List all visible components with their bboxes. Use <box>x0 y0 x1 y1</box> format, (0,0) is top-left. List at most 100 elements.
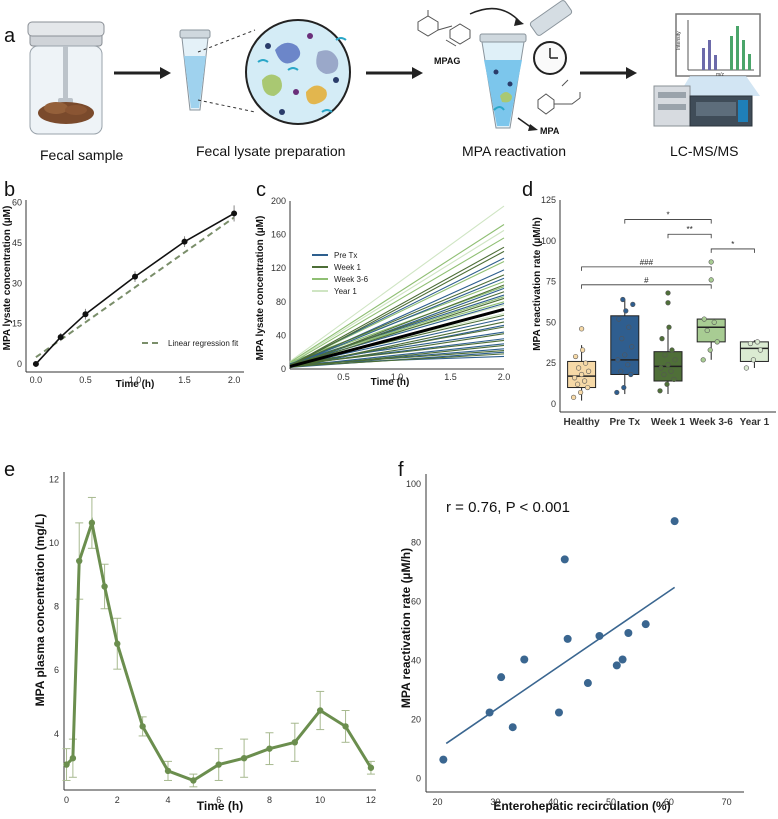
mz-label: m/z <box>716 72 725 78</box>
panel-d-point <box>666 324 672 330</box>
panel-label-f: f <box>398 459 404 481</box>
reactivation-illustration: MPAG MPA <box>417 0 581 136</box>
panel-c-series-line <box>289 321 505 368</box>
panel-f-point <box>612 661 621 670</box>
panel-d-ytick: 100 <box>541 236 556 246</box>
panel-e-point <box>88 519 96 527</box>
mpag-label: MPAG <box>434 56 460 66</box>
arrow-2 <box>366 67 423 79</box>
panel-e-point <box>164 767 172 775</box>
panel-d-point <box>672 357 678 363</box>
panel-d-point <box>711 319 717 325</box>
panel-f-point <box>560 555 569 564</box>
panel-a: a Fecal sample <box>4 0 761 163</box>
step-label-lysate-preparation: Fecal lysate preparation <box>196 143 345 159</box>
panel-c-ytick: 0 <box>281 364 286 374</box>
panel-d-ytick: 125 <box>541 195 556 205</box>
panel-e-xlabel: Time (h) <box>197 799 243 813</box>
panel-e-chart: e MPA plasma concentration (mg/L) Time (… <box>4 459 376 813</box>
panel-e-point <box>139 723 146 730</box>
panel-d-category-label: Healthy <box>564 417 601 428</box>
panel-b-legend-label: Linear regression fit <box>168 339 239 348</box>
panel-e-point <box>190 777 197 784</box>
panel-d-point <box>615 357 621 363</box>
panel-d-point <box>747 340 754 347</box>
panel-f-xlabel: Enterohepatic recirculation (%) <box>493 799 670 813</box>
panel-b-point <box>32 360 39 367</box>
panel-e-ytick: 6 <box>54 665 59 675</box>
step-label-lcms: LC-MS/MS <box>670 143 738 159</box>
panel-f-point <box>624 629 633 637</box>
panel-b-xtick: 1.0 <box>129 375 142 385</box>
panel-e-point <box>291 739 299 746</box>
panel-e-point <box>101 583 108 590</box>
panel-c-xtick: 0.5 <box>337 372 350 382</box>
panel-c-series-line <box>289 246 505 367</box>
panel-f-xtick: 50 <box>606 797 616 807</box>
panel-d-point <box>704 327 710 334</box>
panel-f-point <box>554 708 563 717</box>
panel-d-point <box>714 339 720 345</box>
panel-f-point <box>508 723 517 732</box>
panel-d-point <box>582 360 589 366</box>
panel-b-ytick: 60 <box>12 198 22 208</box>
panel-d-point <box>707 347 713 353</box>
panel-b-point <box>82 311 89 318</box>
panel-d-ytick: 75 <box>546 277 556 287</box>
panel-e-point <box>215 761 222 768</box>
panel-label-d: d <box>522 179 533 201</box>
panel-f-point <box>485 708 494 717</box>
panel-d-point <box>662 352 668 358</box>
panel-d-outlier <box>665 290 671 296</box>
panel-c-legend-label: Week 1 <box>334 263 362 272</box>
panel-d-significance-label: * <box>731 240 734 249</box>
panel-d-outlier <box>708 277 714 283</box>
lcms-illustration: Intensity m/z <box>653 13 761 127</box>
panel-d-point <box>628 371 634 378</box>
panel-d-point <box>614 389 620 396</box>
panel-f-xtick: 20 <box>433 797 443 807</box>
panel-e-xtick: 2 <box>115 795 120 805</box>
panel-d-point <box>616 316 622 322</box>
panel-e-xtick: 10 <box>315 795 325 805</box>
panel-b-ytick: 45 <box>12 238 22 248</box>
panel-d-point <box>661 371 667 378</box>
panel-d-point <box>664 381 670 387</box>
panel-label-c: c <box>256 179 266 201</box>
panel-d-point <box>572 353 579 360</box>
panel-c-xtick: 2.0 <box>498 372 511 382</box>
panel-e-ylabel: MPA plasma concentration (mg/L) <box>33 514 47 707</box>
panel-c-ylabel: MPA lysate concentration (µM) <box>255 216 266 361</box>
panel-d-significance-label: ### <box>640 258 654 267</box>
panel-d-point <box>620 296 626 303</box>
panel-b-point <box>181 238 188 245</box>
panel-d-category-label: Pre Tx <box>610 417 641 428</box>
panel-d-point <box>579 347 586 353</box>
intensity-label: Intensity <box>676 31 682 50</box>
panel-e-xtick: 4 <box>165 795 170 805</box>
panel-b-xtick: 0.0 <box>30 375 43 385</box>
panel-c-legend-label: Week 3-6 <box>334 275 369 284</box>
panel-d-significance-bracket <box>667 233 712 239</box>
panel-c-ytick: 160 <box>271 230 286 240</box>
step-label-fecal-sample: Fecal sample <box>40 147 123 163</box>
panel-e-point <box>266 745 273 752</box>
panel-d-point <box>743 365 750 371</box>
fecal-jar-illustration <box>27 21 105 135</box>
panel-d-point <box>629 344 635 350</box>
panel-f-ytick: 100 <box>406 479 421 489</box>
panel-d-ytick: 50 <box>546 317 556 327</box>
panel-e-ytick: 12 <box>49 474 59 484</box>
panel-f-point <box>670 517 679 526</box>
panel-f-ytick: 80 <box>411 538 421 548</box>
arrow-3 <box>580 67 637 79</box>
panel-b-point <box>57 334 64 341</box>
panel-b-fit-line <box>35 216 235 359</box>
panel-d-point <box>585 368 592 374</box>
panel-f-ytick: 60 <box>411 597 421 607</box>
panel-e-point <box>316 707 324 714</box>
panel-c-ytick: 80 <box>276 297 286 307</box>
step-label-mpa-reactivation: MPA reactivation <box>462 143 566 159</box>
panel-f-point <box>563 634 572 643</box>
panel-c-xtick: 1.0 <box>391 372 404 382</box>
